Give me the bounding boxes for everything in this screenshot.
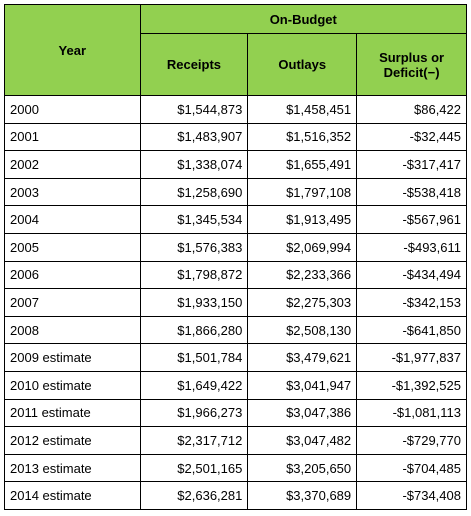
group-header: On-Budget [139,4,468,34]
table-row: 2008 $1,866,280 $2,508,130 -$641,850 [4,315,467,345]
value-cell: $1,345,534 [139,205,249,234]
table-row: 2004 $1,345,534 $1,913,495 -$567,961 [4,205,467,234]
year-cell: 2007 [4,288,141,317]
table-body: 2000 $1,544,873 $1,458,451 $86,422 2001 $1,48… [4,95,467,510]
table-row: 2000 $1,544,873 $1,458,451 $86,422 [4,95,467,124]
value-cell: $2,508,130 [247,315,358,345]
header-row: Receipts Outlays Surplus or Deficit(−) [5,33,467,96]
value-cell: -$1,977,837 [356,343,467,372]
value-cell: -$1,392,525 [356,370,467,400]
value-cell: $1,966,273 [139,398,249,428]
value-cell: -$1,081,113 [356,398,467,428]
table-row: 2002 $1,338,074 $1,655,491 -$317,417 [4,150,467,179]
year-cell: 2014 estimate [4,481,141,510]
year-cell: 2003 [4,177,141,207]
value-cell: -$641,850 [356,315,467,345]
value-cell: $1,913,495 [247,205,358,234]
table-row: 2001 $1,483,907 $1,516,352 -$32,445 [4,122,467,152]
value-cell: -$538,418 [356,177,467,207]
value-cell: -$342,153 [356,288,467,317]
table-row: 2011 estimate $1,966,273 $3,047,386 -$1,081… [4,398,467,428]
value-cell: $2,275,303 [247,288,358,317]
header-row: Year On-Budget [4,4,468,96]
year-cell: 2006 [4,260,141,290]
value-cell: $1,576,383 [139,232,249,262]
table-row: 2009 estimate $1,501,784 $3,479,621 -$1,977… [4,343,467,372]
value-cell: $2,317,712 [139,426,249,455]
value-cell: $86,422 [356,95,467,124]
table-row: 2012 estimate $2,317,712 $3,047,482 -$729,7… [4,426,467,455]
value-cell: -$493,611 [356,232,467,262]
year-cell: 2010 estimate [4,370,141,400]
value-cell: $1,544,873 [139,95,249,124]
year-cell: 2002 [4,150,141,179]
year-cell: 2008 [4,315,141,345]
table-row: 2006 $1,798,872 $2,233,366 -$434,494 [4,260,467,290]
value-cell: $3,370,689 [247,481,358,510]
value-cell: $3,041,947 [247,370,358,400]
year-cell: 2012 estimate [4,426,141,455]
year-cell: 2011 estimate [4,398,141,428]
value-cell: $1,483,907 [139,122,249,152]
value-cell: $1,258,690 [139,177,249,207]
value-cell: $1,797,108 [247,177,358,207]
value-cell: $1,798,872 [139,260,249,290]
value-cell: $2,233,366 [247,260,358,290]
value-cell: -$32,445 [356,122,467,152]
value-cell: $1,655,491 [247,150,358,179]
column-header: Outlays [247,33,358,96]
year-header: Year [4,4,141,96]
value-cell: $1,501,784 [139,343,249,372]
year-cell: 2000 [4,95,141,124]
value-cell: $3,047,386 [247,398,358,428]
table-row: 2003 $1,258,690 $1,797,108 -$538,418 [4,177,467,207]
table-row: 2010 estimate $1,649,422 $3,041,947 -$1,392… [4,370,467,400]
year-cell: 2009 estimate [4,343,141,372]
value-cell: -$729,770 [356,426,467,455]
value-cell: -$704,485 [356,453,467,483]
value-cell: $1,458,451 [247,95,358,124]
table-row: 2005 $1,576,383 $2,069,994 -$493,611 [4,232,467,262]
year-cell: 2001 [4,122,141,152]
year-cell: 2005 [4,232,141,262]
value-cell: -$567,961 [356,205,467,234]
value-cell: $2,501,165 [139,453,249,483]
value-cell: -$434,494 [356,260,467,290]
year-cell: 2004 [4,205,141,234]
table-row: 2013 estimate $2,501,165 $3,205,650 -$704,4… [4,453,467,483]
table-row: 2007 $1,933,150 $2,275,303 -$342,153 [4,288,467,317]
table-header: Year On-Budget Receipts Outlays Surplus … [4,4,468,96]
value-cell: $1,649,422 [139,370,249,400]
column-header: Surplus or Deficit(−) [356,33,467,96]
value-cell: $3,479,621 [247,343,358,372]
value-cell: $2,636,281 [139,481,249,510]
value-cell: $2,069,994 [247,232,358,262]
value-cell: $1,516,352 [247,122,358,152]
value-cell: $3,047,482 [247,426,358,455]
value-cell: $1,866,280 [139,315,249,345]
budget-table: Year On-Budget Receipts Outlays Surplus … [4,4,468,510]
value-cell: -$734,408 [356,481,467,510]
value-cell: $3,205,650 [247,453,358,483]
value-cell: -$317,417 [356,150,467,179]
table-row: 2014 estimate $2,636,281 $3,370,689 -$734,4… [4,481,467,510]
column-header: Receipts [139,33,249,96]
value-cell: $1,933,150 [139,288,249,317]
value-cell: $1,338,074 [139,150,249,179]
year-cell: 2013 estimate [4,453,141,483]
